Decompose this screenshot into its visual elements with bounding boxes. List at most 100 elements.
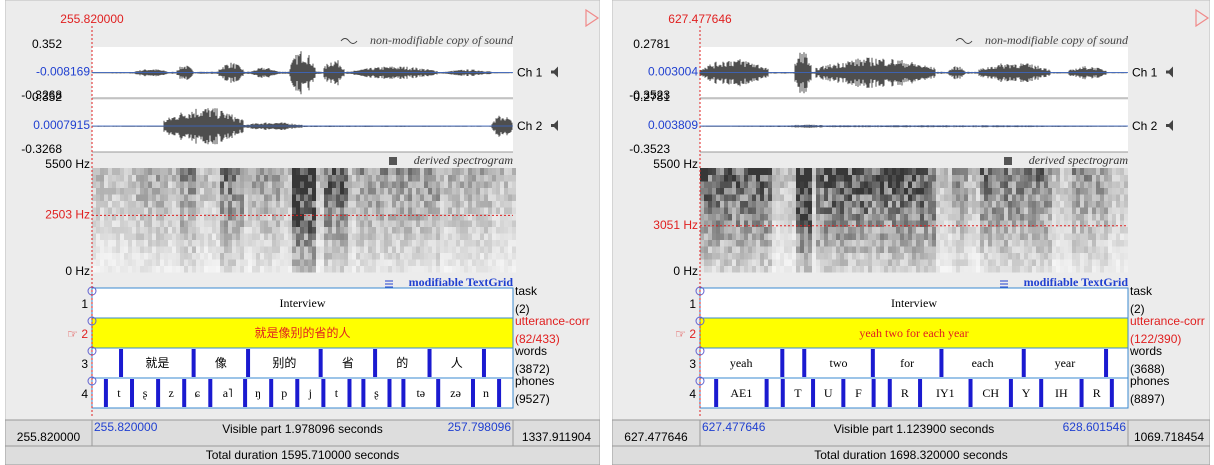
spectrogram-cell — [288, 168, 292, 175]
spectrogram-cell — [1120, 259, 1124, 266]
spectrogram-cell — [220, 220, 224, 227]
spectrogram-cell — [220, 201, 224, 208]
spectrogram-cell — [992, 168, 996, 175]
spectrogram-cell — [1016, 194, 1020, 201]
spectrogram-cell — [960, 240, 964, 247]
spectrogram-cell — [488, 233, 492, 240]
spectrogram-cell — [192, 188, 196, 195]
spectrogram-cell — [1104, 168, 1108, 175]
spectrogram-cell — [112, 214, 116, 221]
spectrogram-cell — [868, 259, 872, 266]
spectrogram-cell — [912, 240, 916, 247]
spectrogram-cell — [924, 253, 928, 260]
spectrogram-cell — [468, 220, 472, 227]
spectrogram-cell — [940, 259, 944, 266]
spectrogram-cell — [296, 246, 300, 253]
spectrogram-cell — [908, 168, 912, 175]
spectrogram-cell — [792, 227, 796, 234]
spectrogram-cell — [864, 214, 868, 221]
spectrogram-cell — [920, 253, 924, 260]
spectrogram-cell — [196, 168, 200, 175]
interval-label: z — [168, 386, 173, 400]
spectrogram-cell — [448, 266, 452, 273]
spectrogram-cell — [336, 168, 340, 175]
spectrogram-cell — [248, 175, 252, 182]
spectrogram-cell — [216, 175, 220, 182]
spectrogram-cell — [112, 188, 116, 195]
spectrogram-cell — [212, 168, 216, 175]
spectrogram-cell — [472, 201, 476, 208]
spectrogram-cell — [756, 227, 760, 234]
spectrogram-cell — [356, 175, 360, 182]
spectrogram-cell — [492, 253, 496, 260]
spectrogram-cell — [956, 194, 960, 201]
spectrogram-cell — [780, 233, 784, 240]
spectrogram-cell — [876, 214, 880, 221]
spectrogram-cell — [808, 168, 812, 175]
spectrogram-cell — [108, 227, 112, 234]
spectrogram-cell — [232, 227, 236, 234]
spectrogram-cell — [328, 233, 332, 240]
spectrogram-cell — [932, 266, 936, 273]
spectrogram-cell — [264, 240, 268, 247]
spectrogram-cell — [136, 214, 140, 221]
spectrogram-cell — [104, 227, 108, 234]
spectrogram-cell — [492, 175, 496, 182]
interval-boundary — [918, 379, 922, 407]
spectrogram-cell — [172, 220, 176, 227]
spectrogram-cell — [872, 233, 876, 240]
spectrogram-cell — [96, 175, 100, 182]
spectrogram-cell — [780, 214, 784, 221]
spectrogram-cell — [972, 181, 976, 188]
spectrogram-cell — [968, 175, 972, 182]
spectrogram-cell — [1068, 246, 1072, 253]
spectrogram-cell — [860, 259, 864, 266]
spectrogram-cell — [1116, 207, 1120, 214]
spectrogram-cell — [1044, 227, 1048, 234]
spectrogram-cell — [916, 227, 920, 234]
spectrogram-cell — [948, 181, 952, 188]
spectrogram-cell — [204, 194, 208, 201]
spectrogram-cell — [192, 181, 196, 188]
spectrogram-cell — [256, 246, 260, 253]
interval-label: yeah two for each year — [859, 326, 968, 340]
spectrogram-cell — [452, 220, 456, 227]
spectrogram-cell — [404, 227, 408, 234]
spectrogram-cell — [920, 201, 924, 208]
spectrogram-cell — [992, 246, 996, 253]
spectrogram-cell — [264, 220, 268, 227]
spectrogram-cell — [988, 266, 992, 273]
spectrogram-cell — [736, 188, 740, 195]
interval-boundary — [969, 379, 973, 407]
spectrogram-cell — [272, 259, 276, 266]
spectrogram-cell — [300, 233, 304, 240]
spectrogram-cell — [872, 240, 876, 247]
spectrogram-cell — [1004, 246, 1008, 253]
spectrogram-cell — [208, 201, 212, 208]
spectrogram-cell — [284, 181, 288, 188]
spectrogram-cell — [868, 214, 872, 221]
spectrogram-cell — [188, 168, 192, 175]
spectrogram-cell — [92, 220, 96, 227]
spectrogram-cell — [456, 168, 460, 175]
spectrogram-cell — [428, 259, 432, 266]
spectrogram-cell — [1016, 175, 1020, 182]
spectrogram-cell — [864, 266, 868, 273]
spectrogram-cell — [240, 188, 244, 195]
spectrogram-cell — [1000, 168, 1004, 175]
spectrogram-cell — [196, 175, 200, 182]
channel-max: 0.2781 — [633, 37, 670, 51]
spectrogram-cell — [732, 233, 736, 240]
spectrogram-cell — [364, 207, 368, 214]
spectrogram-cell — [176, 175, 180, 182]
spectrogram-cell — [100, 220, 104, 227]
spectrogram-cell — [308, 220, 312, 227]
interval-boundary — [802, 349, 806, 377]
spectrogram-cell — [336, 253, 340, 260]
spectrogram-cell — [936, 214, 940, 221]
spectrogram-cell — [972, 188, 976, 195]
spectrogram-cell — [816, 214, 820, 221]
spectrogram-cell — [140, 194, 144, 201]
spectrogram-cell — [956, 259, 960, 266]
spectrogram-cell — [1080, 175, 1084, 182]
